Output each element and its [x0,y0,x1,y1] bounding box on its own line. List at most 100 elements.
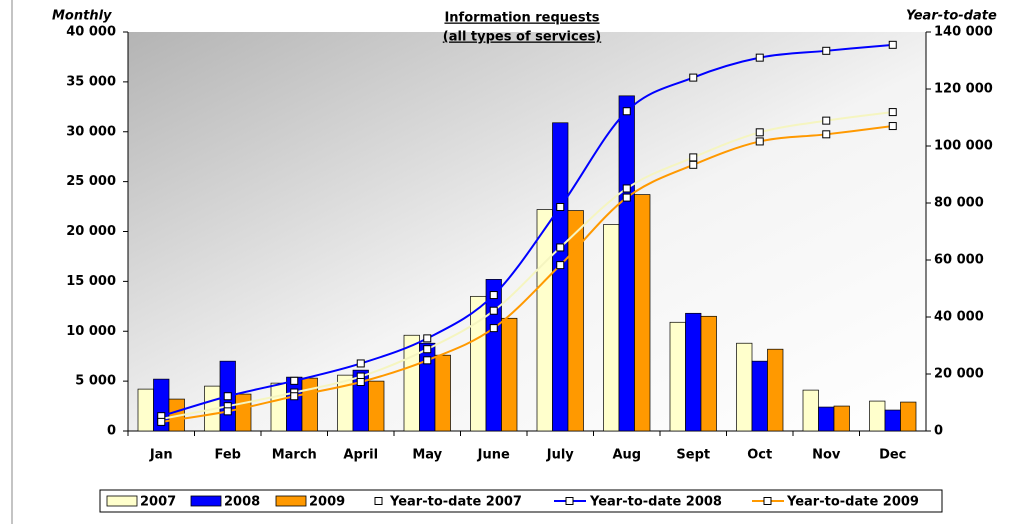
bar [751,360,768,432]
plot-area [128,32,926,431]
bar [270,382,287,432]
marker [423,345,432,354]
bar [818,406,835,432]
x-tick-label: Sept [676,448,710,463]
y-tick-label: 40 000 [66,25,116,40]
marker [888,122,897,131]
bar [603,224,620,432]
x-tick-label: Aug [612,448,641,463]
bar [618,95,635,432]
marker [223,392,232,401]
y2-tick-label: 0 [934,424,943,439]
y-tick-label: 0 [107,424,116,439]
marker [689,153,698,162]
legend-label: 2007 [140,495,176,510]
bar [869,400,886,432]
bar [634,194,651,432]
marker [689,160,698,169]
y-tick-label: 25 000 [66,174,116,189]
bar [403,334,420,432]
y-tick-label: 15 000 [66,274,116,289]
bar [567,210,584,432]
bar [485,279,502,432]
marker [157,417,166,426]
y2-tick-label: 80 000 [934,196,984,211]
bar [736,342,753,432]
y2-tick-label: 60 000 [934,253,984,268]
x-tick-label: Jan [149,448,173,463]
legend-marker [374,497,383,505]
y-axis-label: Monthly [52,9,112,24]
marker [290,376,299,385]
y-tick-label: 35 000 [66,74,116,89]
x-tick-label: Nov [812,448,841,463]
marker [822,116,831,125]
marker [489,324,498,333]
y2-tick-label: 20 000 [934,367,984,382]
bar [368,380,385,432]
legend-marker [763,497,772,505]
marker [489,291,498,300]
legend-label: 2008 [224,495,260,510]
bar [235,393,252,432]
legend-swatch [190,495,222,507]
marker [755,128,764,137]
x-tick-label: April [343,448,378,463]
marker [622,107,631,116]
x-tick-label: Dec [879,448,906,463]
x-tick-label: Feb [215,448,241,463]
marker [556,261,565,270]
marker [755,53,764,62]
y2-tick-label: 100 000 [934,139,993,154]
legend-label: Year-to-date 2007 [389,495,522,510]
marker [888,108,897,117]
marker [822,46,831,55]
bar [700,315,717,432]
x-tick-label: May [412,448,442,463]
y-tick-label: 10 000 [66,324,116,339]
legend-swatch [106,495,138,507]
bar [669,321,686,432]
y2-tick-label: 140 000 [934,25,993,40]
marker [290,392,299,401]
legend-swatch [275,495,307,507]
bar [767,348,784,432]
marker [556,243,565,252]
x-tick-label: March [272,448,317,463]
marker [822,130,831,139]
bar [434,354,451,432]
bar [833,405,850,432]
bar [552,122,569,432]
bar [501,317,518,432]
bar [900,401,917,432]
bar [536,209,553,432]
legend [99,489,943,513]
y2-tick-label: 40 000 [934,310,984,325]
marker [556,202,565,211]
bar [137,388,154,432]
legend-label: Year-to-date 2008 [589,495,722,510]
y-tick-label: 5 000 [75,374,116,389]
legend-label: Year-to-date 2009 [786,495,919,510]
x-tick-label: Oct [747,448,772,463]
marker [622,184,631,193]
bar [470,295,487,432]
bar [884,409,901,432]
legend-marker [565,497,574,505]
marker [755,137,764,146]
bar [685,312,702,432]
x-tick-label: June [477,448,510,463]
y2-tick-label: 120 000 [934,82,993,97]
bar [301,377,318,432]
marker [356,377,365,386]
marker [423,356,432,365]
bar [286,376,303,432]
bar [802,389,819,432]
legend-label: 2009 [309,495,345,510]
marker [223,407,232,416]
chart-subtitle: (all types of services) [443,30,601,45]
y2-axis-label: Year-to-date [906,9,997,24]
y-tick-label: 30 000 [66,124,116,139]
marker [622,193,631,202]
